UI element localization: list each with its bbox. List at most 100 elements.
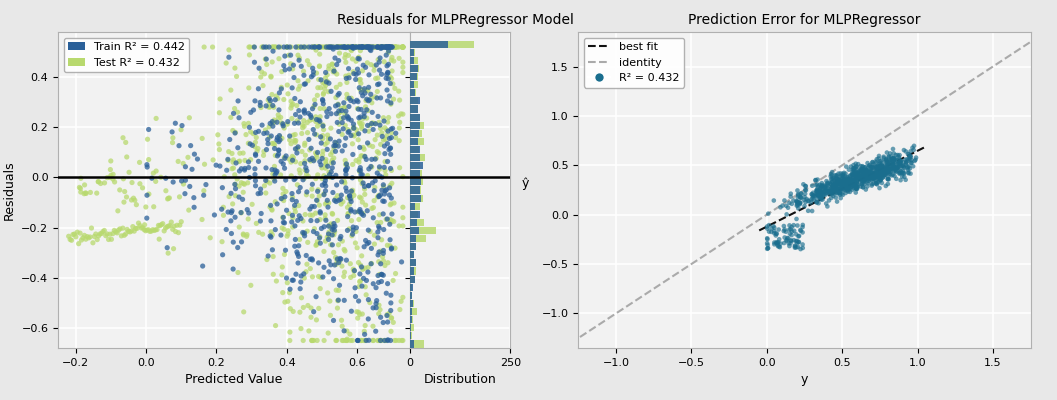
Point [364, 100, 381, 106]
Point [863, 164, 879, 170]
Point [369, 220, 386, 226]
Point [260, 104, 277, 110]
Point [271, 147, 288, 153]
Point [230, 158, 247, 165]
Point [290, 120, 307, 126]
Point [351, 44, 368, 50]
Point [771, 243, 787, 250]
Point [830, 178, 847, 184]
Point [329, 71, 346, 77]
Point [303, 337, 320, 344]
Point [835, 177, 852, 183]
Point [891, 159, 908, 166]
Point [313, 162, 330, 168]
Point [785, 197, 802, 204]
Point [320, 80, 337, 86]
Point [861, 170, 878, 177]
Point [818, 200, 835, 207]
Point [71, 184, 88, 190]
Point [860, 175, 877, 181]
Point [284, 308, 301, 315]
Point [238, 233, 255, 240]
Point [236, 181, 253, 188]
Point [794, 224, 811, 230]
Point [376, 44, 393, 50]
Point [790, 191, 806, 197]
Point [301, 62, 318, 68]
Point [240, 216, 257, 222]
Point [279, 118, 296, 125]
Point [822, 173, 839, 180]
Point [854, 170, 871, 176]
Point [333, 263, 350, 269]
Point [352, 76, 369, 82]
Point [378, 132, 395, 139]
Point [349, 308, 366, 315]
Point [366, 120, 383, 127]
Point [820, 188, 837, 195]
Point [841, 180, 858, 186]
Point [781, 243, 798, 249]
Point [349, 337, 366, 344]
Point [393, 337, 410, 344]
Point [317, 75, 334, 81]
Point [373, 44, 390, 50]
Point [279, 280, 296, 286]
Point [299, 302, 316, 309]
Point [855, 168, 872, 174]
Point [275, 123, 292, 129]
Point [324, 189, 341, 196]
Point [220, 157, 237, 164]
Point [375, 226, 392, 233]
Point [358, 44, 375, 50]
Point [344, 44, 360, 50]
Point [886, 157, 903, 164]
Point [882, 150, 898, 157]
Point [898, 156, 915, 162]
Point [89, 236, 106, 243]
Point [337, 166, 354, 172]
Bar [410, 211, 420, 218]
Point [298, 189, 315, 195]
Point [884, 172, 901, 179]
Point [837, 180, 854, 187]
Point [315, 172, 332, 179]
Point [813, 182, 830, 188]
Point [372, 248, 389, 254]
Point [385, 81, 402, 87]
Point [861, 175, 878, 181]
Point [256, 130, 273, 137]
Point [293, 44, 310, 50]
Point [376, 44, 393, 50]
Point [759, 235, 776, 242]
Point [153, 222, 170, 228]
Point [358, 106, 375, 113]
Point [820, 188, 837, 195]
Point [186, 204, 203, 210]
Point [901, 156, 917, 162]
Point [271, 151, 288, 157]
Point [165, 135, 182, 141]
Point [351, 208, 368, 215]
Point [319, 139, 336, 146]
Point [891, 170, 908, 177]
Bar [410, 300, 413, 307]
Bar [410, 49, 414, 56]
Point [843, 182, 860, 189]
Point [830, 186, 847, 193]
Point [64, 231, 81, 238]
Point [833, 186, 850, 192]
Bar [410, 284, 413, 291]
Point [867, 158, 884, 165]
Point [295, 337, 312, 344]
Point [384, 211, 401, 217]
Point [854, 171, 871, 177]
Point [317, 212, 334, 218]
Point [262, 202, 279, 208]
Point [883, 156, 900, 162]
Point [373, 271, 390, 278]
Point [302, 158, 319, 164]
Point [103, 158, 119, 164]
Point [330, 259, 347, 266]
Point [832, 188, 849, 194]
